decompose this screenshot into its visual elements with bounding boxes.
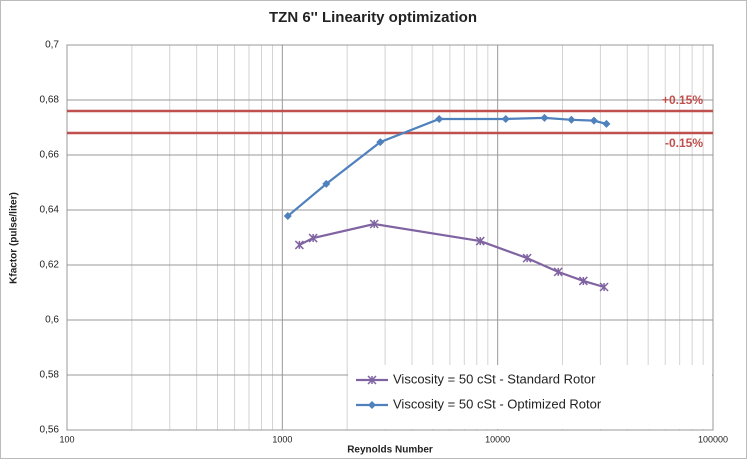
series-line — [298, 222, 605, 289]
reference-label: -0.15% — [665, 136, 703, 150]
y-tick-label: 0,66 — [40, 150, 60, 161]
legend-box — [348, 365, 712, 429]
point — [553, 267, 563, 277]
legend-marker — [367, 375, 377, 385]
y-tick-label: 0,64 — [40, 205, 60, 216]
point — [322, 179, 331, 188]
point — [376, 138, 385, 147]
point — [522, 253, 532, 263]
legend-marker — [368, 401, 376, 409]
legend-label: Viscosity = 50 cSt - Optimized Rotor — [393, 396, 602, 411]
point — [602, 119, 611, 128]
point — [567, 115, 576, 124]
point — [599, 282, 609, 292]
point — [435, 114, 444, 123]
point — [501, 114, 510, 123]
point — [475, 236, 485, 246]
point — [578, 276, 588, 286]
x-axis-label: Reynolds Number — [347, 445, 433, 456]
x-tick-label: 100000 — [698, 434, 728, 444]
point — [294, 240, 304, 250]
y-tick-label: 0,7 — [45, 40, 59, 51]
y-tick-label: 0,62 — [40, 260, 60, 271]
legend-label: Viscosity = 50 cSt - Standard Rotor — [393, 371, 596, 386]
y-tick-label: 0,68 — [40, 95, 60, 106]
x-tick-label: 1000 — [272, 434, 292, 444]
point — [283, 212, 292, 221]
x-tick-label: 100 — [59, 434, 74, 444]
y-tick-label: 0,56 — [40, 425, 60, 436]
point — [369, 219, 379, 229]
point — [589, 116, 598, 125]
y-tick-label: 0,58 — [40, 370, 60, 381]
y-axis-label: Kfactor (pulse/liter) — [9, 192, 20, 284]
chart-title: TZN 6'' Linearity optimization — [269, 9, 477, 26]
x-tick-label: 10000 — [485, 434, 510, 444]
y-tick-label: 0,6 — [45, 315, 59, 326]
point — [308, 233, 318, 243]
reference-label: +0.15% — [662, 93, 703, 107]
point — [540, 113, 549, 122]
